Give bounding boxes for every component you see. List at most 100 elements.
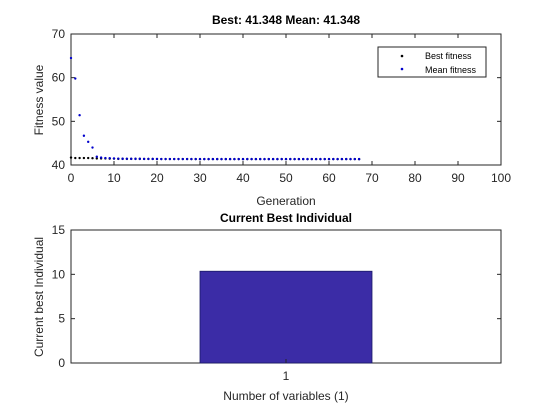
mean-fitness-point	[203, 157, 206, 161]
fitness-y-tick-label: 60	[52, 71, 66, 85]
mean-fitness-point	[340, 157, 344, 161]
mean-fitness-point	[271, 157, 275, 161]
best-individual-y-tick-label: 5	[58, 312, 65, 326]
mean-fitness-point	[345, 157, 348, 161]
best-individual-y-tick-label: 15	[52, 223, 66, 237]
mean-fitness-point	[349, 157, 352, 161]
best-individual-x-axis-label: Number of variables (1)	[223, 389, 348, 403]
mean-fitness-point	[259, 157, 262, 161]
fitness-x-axis-label: Generation	[256, 194, 315, 208]
mean-fitness-point	[160, 157, 163, 161]
mean-fitness-point	[310, 157, 313, 161]
fitness-y-tick-label: 70	[52, 27, 66, 41]
mean-fitness-point	[87, 140, 90, 144]
mean-fitness-point	[297, 157, 301, 161]
mean-fitness-point	[168, 157, 172, 161]
mean-fitness-point	[151, 157, 154, 161]
mean-fitness-point	[108, 157, 111, 160]
fitness-x-tick-label: 100	[491, 171, 511, 185]
mean-fitness-point	[95, 155, 99, 158]
mean-fitness-point	[125, 157, 129, 160]
mean-fitness-point	[228, 157, 232, 161]
fitness-chart: Best: 41.348 Mean: 41.348 0 10 20 30 40 50 60 7…	[32, 13, 511, 208]
fitness-points	[69, 56, 361, 161]
best-fitness-point	[74, 156, 77, 160]
mean-fitness-point	[78, 114, 81, 117]
mean-fitness-point	[164, 157, 167, 161]
best-individual-x-tick-label: 1	[283, 369, 290, 383]
mean-fitness-point	[91, 146, 94, 149]
fitness-x-tick-label: 70	[365, 171, 379, 185]
fitness-x-ticks: 0 10 20 30 40 50 60 70 80 90 100	[68, 34, 511, 185]
mean-fitness-point	[241, 157, 245, 161]
fitness-x-tick-label: 0	[68, 171, 75, 185]
mean-fitness-point	[147, 157, 150, 161]
fitness-y-tick-label: 50	[52, 114, 66, 128]
mean-fitness-point	[263, 157, 266, 161]
fitness-x-tick-label: 20	[150, 171, 164, 185]
best-individual-y-tick-label: 10	[52, 267, 66, 281]
mean-fitness-point	[332, 157, 335, 161]
mean-fitness-point	[302, 157, 305, 161]
mean-fitness-point	[327, 157, 331, 161]
fitness-x-tick-label: 30	[193, 171, 207, 185]
legend-box	[377, 46, 487, 78]
mean-fitness-point	[142, 157, 146, 161]
mean-fitness-point	[276, 157, 279, 161]
best-individual-chart: Current Best Individual 0 5 10 15 1 Number …	[32, 211, 502, 403]
fitness-x-tick-label: 10	[107, 171, 121, 185]
mean-fitness-point	[246, 157, 249, 161]
mean-fitness-point	[82, 134, 86, 137]
mean-fitness-point	[117, 157, 120, 160]
best-individual-y-tick-label: 0	[58, 356, 65, 370]
mean-fitness-point	[336, 157, 339, 161]
mean-fitness-point	[194, 157, 197, 161]
best-individual-y-axis-label: Current best Individual	[32, 237, 46, 357]
best-fitness-point	[95, 157, 99, 160]
fitness-chart-title: Best: 41.348 Mean: 41.348	[212, 13, 360, 27]
best-individual-title: Current Best Individual	[220, 211, 352, 225]
mean-fitness-point	[207, 157, 210, 161]
legend-label-best-fitness: Best fitness	[425, 51, 472, 61]
mean-fitness-point	[130, 157, 133, 161]
mean-fitness-point	[69, 56, 73, 60]
mean-fitness-point	[319, 157, 322, 161]
best-fitness-point	[69, 156, 73, 159]
mean-fitness-point	[323, 157, 326, 161]
mean-fitness-point	[185, 157, 189, 161]
fitness-y-ticks: 40 50 60 70	[52, 27, 501, 172]
mean-fitness-point	[173, 157, 176, 161]
mean-fitness-point	[293, 157, 296, 161]
best-fitness-point	[78, 156, 81, 160]
mean-fitness-point	[138, 157, 141, 161]
fitness-x-tick-label: 60	[322, 171, 336, 185]
mean-fitness-point	[112, 157, 116, 160]
best-individual-bars	[199, 270, 373, 364]
best-fitness-point	[91, 157, 94, 160]
mean-fitness-point	[190, 157, 193, 161]
fitness-x-tick-label: 40	[236, 171, 250, 185]
mean-fitness-point	[134, 157, 137, 161]
mean-fitness-point	[121, 157, 124, 160]
best-fitness-point	[87, 156, 90, 160]
mean-fitness-point	[280, 157, 283, 161]
mean-fitness-point	[237, 157, 240, 161]
fitness-legend: Best fitness Mean fitness	[377, 46, 487, 78]
mean-fitness-point	[198, 157, 202, 161]
mean-fitness-point	[306, 157, 309, 161]
mean-fitness-point	[211, 157, 215, 161]
mean-fitness-point	[289, 157, 292, 161]
legend-marker-mean-fitness	[400, 67, 404, 71]
legend-label-mean-fitness: Mean fitness	[425, 65, 477, 75]
mean-fitness-point	[216, 157, 219, 161]
mean-fitness-point	[177, 157, 180, 161]
mean-fitness-point	[155, 157, 159, 161]
best-individual-y-ticks: 0 5 10 15	[52, 223, 501, 370]
legend-marker-best-fitness	[400, 54, 404, 58]
mean-fitness-point	[224, 157, 227, 161]
fitness-y-axis-label: Fitness value	[32, 64, 46, 135]
mean-fitness-point	[220, 157, 223, 161]
best-individual-bar	[199, 270, 373, 364]
mean-fitness-point	[250, 157, 253, 161]
